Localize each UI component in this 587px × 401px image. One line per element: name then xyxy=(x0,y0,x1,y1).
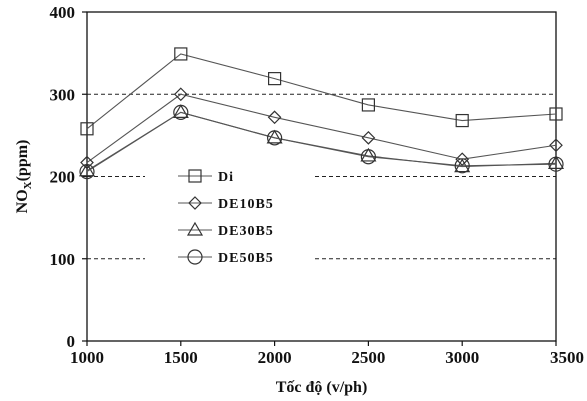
point-di-2000 xyxy=(268,72,282,86)
legend-marker-de10b5 xyxy=(188,196,202,210)
x-tick-label-3500: 3500 xyxy=(550,348,584,367)
x-axis-title: Tốc độ (v/ph) xyxy=(276,379,368,396)
point-di-3500 xyxy=(549,107,563,121)
legend-marker-de30b5 xyxy=(186,221,204,236)
x-tick-label-3000: 3000 xyxy=(445,348,479,367)
y-axis-title: NOX(ppm) xyxy=(14,140,34,214)
grid-lines xyxy=(87,93,556,260)
series-lines xyxy=(78,47,565,180)
x-tick-label-2000: 2000 xyxy=(258,348,292,367)
legend: Di DE10B5 DE30B5 DE50B5 xyxy=(178,169,274,266)
series-de50b5 xyxy=(79,104,564,180)
point-di-3000 xyxy=(455,113,469,128)
point-de10b5-1000 xyxy=(80,155,94,170)
point-di-1000 xyxy=(80,122,94,136)
y-tick-label-400: 400 xyxy=(50,3,76,22)
y-axis-title-unit: (ppm) xyxy=(14,140,31,182)
point-de50b5-1000 xyxy=(79,163,95,180)
point-de50b5-3500 xyxy=(548,156,564,172)
legend-label-de50b5: DE50B5 xyxy=(218,251,274,266)
y-axis-title-subscript: X xyxy=(22,181,34,189)
y-tick-label-300: 300 xyxy=(50,85,76,104)
point-de10b5-3000 xyxy=(455,152,470,167)
point-de50b5-3000 xyxy=(454,158,470,174)
series-de10b5 xyxy=(80,87,563,170)
point-de50b5-2000 xyxy=(267,130,283,146)
x-tick-label-1000: 1000 xyxy=(70,348,104,367)
series-line-de30b5 xyxy=(86,111,557,172)
x-tick-label-1500: 1500 xyxy=(164,348,198,367)
y-tick-label-100: 100 xyxy=(50,250,76,269)
legend-entry-de10b5: DE10B5 xyxy=(178,196,274,212)
point-de50b5-2500 xyxy=(360,149,376,165)
series-line-di xyxy=(86,53,557,130)
legend-entry-de30b5: DE30B5 xyxy=(178,221,274,239)
legend-entry-de50b5: DE50B5 xyxy=(178,249,274,266)
point-de30b5-1500 xyxy=(172,104,189,118)
legend-entry-di: Di xyxy=(178,169,234,185)
point-de50b5-1500 xyxy=(173,104,189,120)
axes: 0 100 200 300 400 1000 1500 2000 2500 3000 3500 xyxy=(50,3,585,367)
legend-label-de10b5: DE10B5 xyxy=(218,197,274,212)
point-de10b5-1500 xyxy=(173,87,188,102)
point-de10b5-2000 xyxy=(267,110,282,125)
point-de10b5-2500 xyxy=(361,130,376,145)
legend-marker-de50b5 xyxy=(187,249,203,265)
series-line-de50b5 xyxy=(86,111,557,173)
point-di-1500 xyxy=(174,47,188,61)
x-tick-label-2500: 2500 xyxy=(351,348,385,367)
y-tick-label-0: 0 xyxy=(67,332,76,351)
y-tick-label-200: 200 xyxy=(50,168,76,187)
legend-label-di: Di xyxy=(218,170,234,185)
legend-marker-di xyxy=(188,169,202,183)
point-de30b5-2500 xyxy=(360,147,377,162)
point-de10b5-3500 xyxy=(549,138,563,153)
series-line-de10b5 xyxy=(86,93,557,163)
y-axis-title-main: NO xyxy=(14,189,31,213)
legend-label-de30b5: DE30B5 xyxy=(218,224,274,239)
point-di-2500 xyxy=(361,98,375,112)
series-di xyxy=(80,47,563,136)
point-de30b5-3500 xyxy=(547,155,565,169)
